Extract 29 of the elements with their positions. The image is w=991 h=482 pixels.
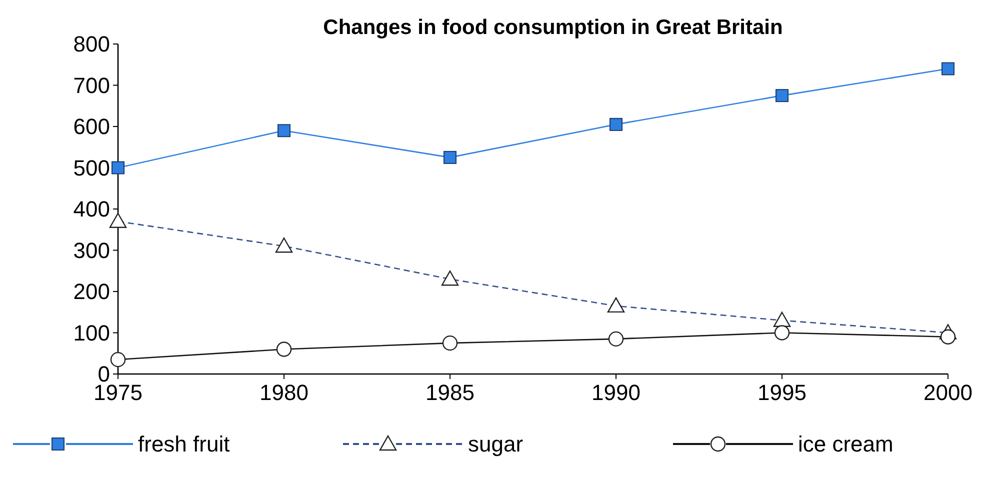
y-tick-label: 400 bbox=[73, 196, 110, 222]
chart-title: Changes in food consumption in Great Britain bbox=[323, 16, 783, 39]
y-tick-label: 100 bbox=[73, 320, 110, 346]
y-tick-label: 300 bbox=[73, 238, 110, 263]
point bbox=[942, 62, 954, 76]
y-tick-label: 200 bbox=[73, 279, 110, 304]
x-tick-label: 1985 bbox=[426, 380, 474, 405]
legend-label: sugar bbox=[468, 432, 524, 457]
point bbox=[608, 331, 624, 347]
x-tick-label: 2000 bbox=[924, 380, 972, 405]
point bbox=[776, 89, 788, 102]
legend-label: fresh fruit bbox=[138, 432, 230, 457]
point bbox=[610, 118, 622, 131]
legend-label: ice cream bbox=[798, 432, 894, 457]
point bbox=[442, 335, 458, 351]
point bbox=[774, 325, 790, 340]
point bbox=[444, 150, 456, 164]
point bbox=[110, 352, 126, 368]
x-tick-label: 1995 bbox=[758, 380, 806, 405]
y-tick-label: 500 bbox=[73, 155, 110, 180]
y-tick-label: 600 bbox=[73, 114, 110, 140]
point bbox=[276, 342, 292, 357]
x-tick-label: 1980 bbox=[260, 380, 308, 405]
point bbox=[940, 329, 956, 344]
x-tick-label: 1990 bbox=[592, 380, 640, 405]
point bbox=[112, 161, 124, 174]
point bbox=[278, 124, 290, 138]
y-tick-label: 700 bbox=[73, 72, 110, 98]
y-tick-label: 800 bbox=[73, 32, 110, 57]
